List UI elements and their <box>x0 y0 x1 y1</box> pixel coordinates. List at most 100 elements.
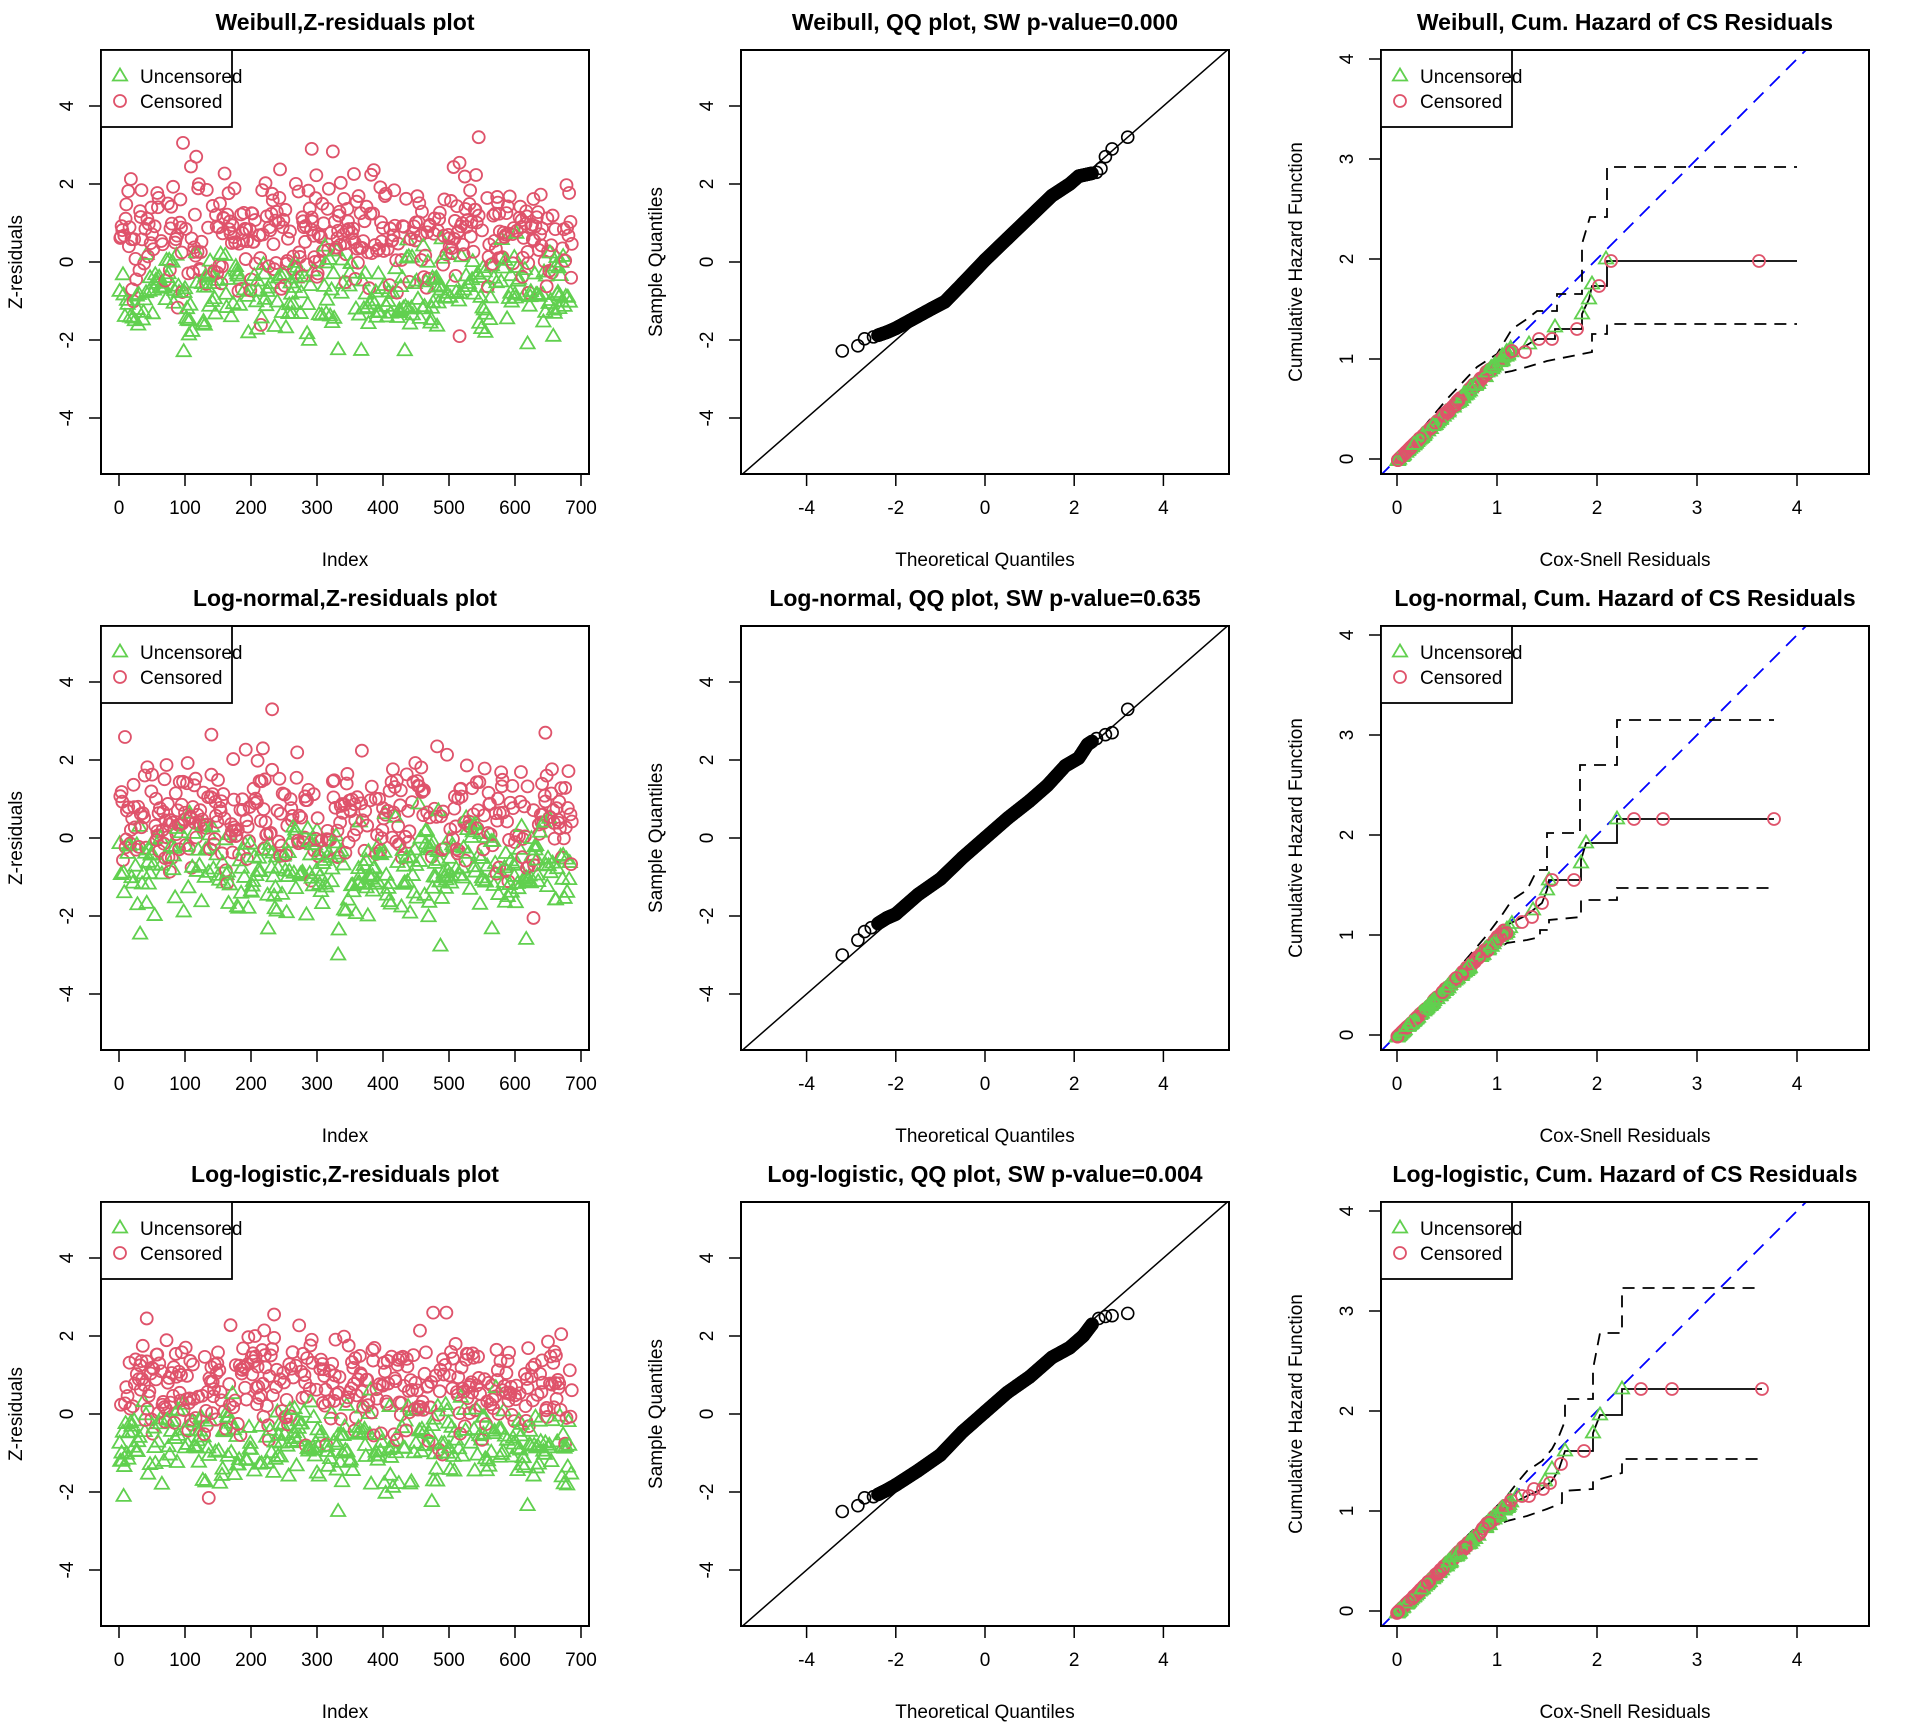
censored-point <box>337 236 352 251</box>
y-tick-label: 2 <box>697 755 718 766</box>
x-tick-label: 2 <box>1069 1650 1080 1671</box>
x-tick-label: 500 <box>433 1074 465 1095</box>
censored-point <box>270 803 285 818</box>
censored-point <box>283 224 297 239</box>
censored-point <box>414 760 429 775</box>
x-tick-label: 0 <box>1392 498 1403 519</box>
uncensored-point <box>203 817 221 833</box>
uncensored-point <box>1490 1506 1509 1521</box>
x-tick-label: 200 <box>235 1650 267 1671</box>
plot-area <box>741 626 1229 1050</box>
uncensored-point <box>312 1423 331 1439</box>
plot-area <box>1381 626 1808 1050</box>
censored-point <box>272 190 287 205</box>
plot-frame <box>100 625 590 1051</box>
censored-point <box>1634 1382 1648 1396</box>
plot-area <box>110 130 579 358</box>
uncensored-point <box>1577 833 1595 849</box>
censored-point <box>1522 1489 1536 1503</box>
censored-point <box>267 1330 282 1345</box>
censored-point <box>292 1318 307 1333</box>
censored-point <box>1554 1457 1568 1471</box>
y-tick-label: 1 <box>1337 1506 1358 1517</box>
censored-point <box>420 1379 435 1394</box>
censored-point <box>213 196 227 211</box>
uncensored-point <box>321 306 339 322</box>
uncensored-point <box>420 1424 438 1440</box>
uncensored-point <box>180 325 198 341</box>
uncensored-point <box>444 1447 463 1462</box>
uncensored-point <box>381 1465 399 1481</box>
uncensored-point <box>343 1461 362 1476</box>
uncensored-point <box>481 288 500 304</box>
uncensored-point <box>277 318 295 334</box>
censored-point <box>408 1375 423 1390</box>
uncensored-point <box>1398 1017 1417 1032</box>
censored-point <box>140 760 155 775</box>
uncensored-point <box>1482 358 1500 373</box>
uncensored-point <box>1583 274 1601 290</box>
censored-point <box>347 167 361 181</box>
x-tick-label: 3 <box>1692 498 1703 519</box>
qq-point <box>835 1504 850 1519</box>
uncensored-point <box>1420 995 1439 1011</box>
censored-point <box>1532 332 1546 346</box>
legend-label-uncensored: Uncensored <box>140 1219 242 1240</box>
censored-point <box>366 163 381 178</box>
censored-point <box>263 825 278 840</box>
censored-point <box>347 797 362 812</box>
uncensored-point <box>347 904 365 920</box>
y-tick-label: 2 <box>1337 1406 1358 1417</box>
uncensored-point <box>291 1427 309 1443</box>
uncensored-point <box>122 868 141 884</box>
y-tick-label: -2 <box>57 1484 78 1501</box>
censored-point <box>159 758 174 772</box>
censored-point <box>415 204 429 219</box>
y-tick-label: 4 <box>1337 629 1358 640</box>
censored-point <box>564 814 579 829</box>
y-axis-label: Cumulative Hazard Function <box>1286 718 1307 958</box>
uncensored-point <box>424 833 442 849</box>
censored-point <box>332 204 347 219</box>
censored-point <box>335 805 350 820</box>
censored-point <box>303 1338 318 1353</box>
censored-point <box>1656 812 1670 826</box>
uncensored-point <box>115 883 133 899</box>
censored-point <box>226 752 241 766</box>
uncensored-point <box>194 1471 212 1486</box>
uncensored-point <box>240 1418 258 1433</box>
censored-point <box>374 1426 388 1441</box>
censored-point <box>205 787 220 802</box>
uncensored-point <box>162 1422 180 1437</box>
censored-point <box>1665 1382 1679 1396</box>
censored-point <box>306 787 321 802</box>
uncensored-point <box>387 1443 405 1459</box>
censored-point <box>289 770 304 785</box>
uncensored-point <box>464 252 482 268</box>
censored-point <box>265 702 280 717</box>
censored-point <box>1752 254 1766 268</box>
uncensored-point <box>316 253 335 269</box>
censored-point <box>245 206 260 221</box>
censored-point <box>465 1385 480 1400</box>
uncensored-point <box>312 882 330 898</box>
uncensored-point <box>544 327 562 342</box>
x-tick-label: 500 <box>433 1650 465 1671</box>
censored-point <box>559 178 574 192</box>
uncensored-point <box>524 1466 543 1482</box>
censored-point <box>354 796 369 811</box>
uncensored-point <box>384 1478 402 1493</box>
censored-point <box>444 1344 458 1359</box>
uncensored-point <box>401 903 419 919</box>
uncensored-point <box>390 1474 408 1489</box>
x-tick-label: 4 <box>1792 1074 1803 1095</box>
x-tick-label: 4 <box>1792 498 1803 519</box>
uncensored-point <box>238 1451 256 1466</box>
uncensored-point <box>459 844 477 859</box>
uncensored-point <box>468 1445 487 1461</box>
censored-point <box>401 803 415 818</box>
uncensored-point <box>427 269 446 284</box>
uncensored-point <box>304 1408 323 1423</box>
censored-point <box>166 1388 181 1403</box>
censored-point <box>240 819 255 834</box>
